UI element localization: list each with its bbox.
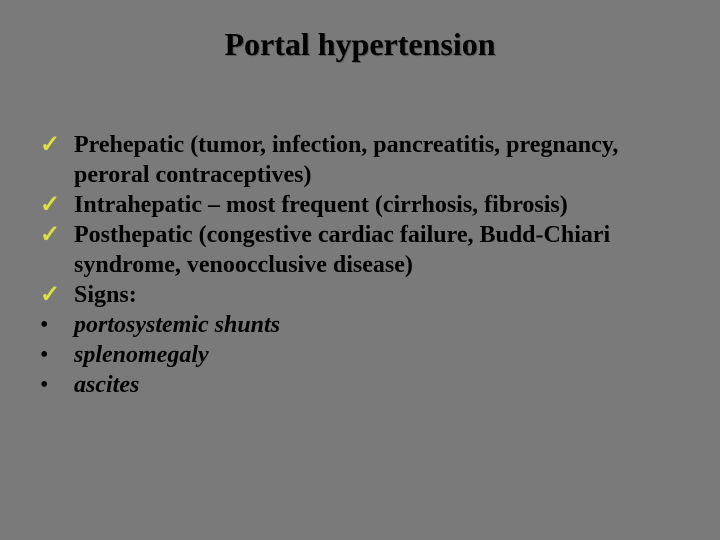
- list-item: ✓Signs:: [40, 280, 680, 310]
- slide-title: Portal hypertension: [0, 26, 720, 63]
- list-item-text: splenomegaly: [74, 340, 209, 370]
- list-item: •portosystemic shunts: [40, 310, 680, 340]
- list-item: ✓Prehepatic (tumor, infection, pancreati…: [40, 130, 680, 190]
- bullet-icon: •: [40, 310, 74, 340]
- list-item: •splenomegaly: [40, 340, 680, 370]
- list-item: ✓Intrahepatic – most frequent (cirrhosis…: [40, 190, 680, 220]
- bullet-icon: •: [40, 340, 74, 370]
- slide: Portal hypertension ✓Prehepatic (tumor, …: [0, 0, 720, 540]
- list-item-text: Signs:: [74, 280, 137, 310]
- check-icon: ✓: [40, 280, 74, 310]
- list-item-text: Prehepatic (tumor, infection, pancreatit…: [74, 130, 680, 190]
- list-item-text: portosystemic shunts: [74, 310, 280, 340]
- check-icon: ✓: [40, 190, 74, 220]
- list-item-text: Intrahepatic – most frequent (cirrhosis,…: [74, 190, 568, 220]
- list-item: ✓Posthepatic (congestive cardiac failure…: [40, 220, 680, 280]
- check-icon: ✓: [40, 130, 74, 160]
- list-item-text: ascites: [74, 370, 139, 400]
- bullet-icon: •: [40, 370, 74, 400]
- list-item-text: Posthepatic (congestive cardiac failure,…: [74, 220, 680, 280]
- check-icon: ✓: [40, 220, 74, 250]
- slide-body: ✓Prehepatic (tumor, infection, pancreati…: [40, 130, 680, 400]
- list-item: •ascites: [40, 370, 680, 400]
